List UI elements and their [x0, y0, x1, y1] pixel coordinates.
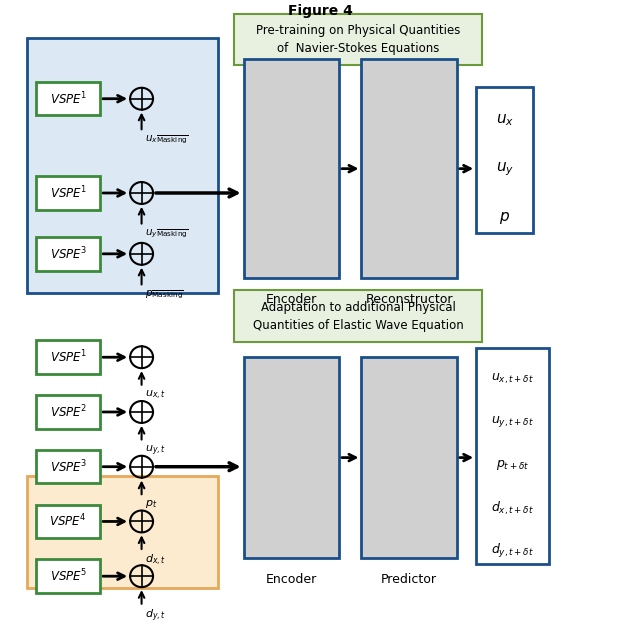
FancyBboxPatch shape	[476, 348, 549, 564]
FancyBboxPatch shape	[36, 450, 100, 483]
Text: Predictor: Predictor	[381, 573, 437, 586]
Text: $VSPE^{3}$: $VSPE^{3}$	[50, 245, 87, 262]
FancyBboxPatch shape	[36, 560, 100, 593]
Text: $d_{y,t}$: $d_{y,t}$	[145, 608, 166, 624]
FancyBboxPatch shape	[27, 476, 218, 588]
FancyBboxPatch shape	[36, 341, 100, 374]
FancyBboxPatch shape	[36, 177, 100, 210]
Text: Pre-training on Physical Quantities
of  Navier-Stokes Equations: Pre-training on Physical Quantities of N…	[256, 24, 460, 55]
Text: Adaptation to additional Physical
Quantities of Elastic Wave Equation: Adaptation to additional Physical Quanti…	[253, 300, 463, 332]
Text: Reconstructor: Reconstructor	[365, 294, 453, 306]
Text: $VSPE^{2}$: $VSPE^{2}$	[50, 404, 87, 420]
FancyBboxPatch shape	[244, 357, 339, 558]
Text: $p$$_{\overline{\text{Masking}}}$: $p$$_{\overline{\text{Masking}}}$	[145, 289, 184, 300]
FancyBboxPatch shape	[476, 86, 534, 232]
Text: $p_t$: $p_t$	[145, 498, 157, 510]
Text: $u_x$$_{\overline{\text{Masking}}}$: $u_x$$_{\overline{\text{Masking}}}$	[145, 133, 188, 145]
Text: $d_{x,t+\delta t}$: $d_{x,t+\delta t}$	[492, 499, 534, 516]
FancyBboxPatch shape	[234, 14, 483, 65]
Text: $p$: $p$	[499, 210, 510, 226]
Text: $VSPE^{1}$: $VSPE^{1}$	[50, 349, 87, 366]
FancyBboxPatch shape	[36, 505, 100, 538]
Text: $VSPE^{5}$: $VSPE^{5}$	[50, 568, 87, 585]
FancyBboxPatch shape	[362, 357, 457, 558]
Text: $u_y$: $u_y$	[496, 160, 514, 178]
Text: $VSPE^{1}$: $VSPE^{1}$	[50, 185, 87, 202]
Text: $u_{x,t+\delta t}$: $u_{x,t+\delta t}$	[492, 371, 534, 386]
FancyBboxPatch shape	[234, 290, 483, 342]
Text: $u_{y,t+\delta t}$: $u_{y,t+\delta t}$	[492, 414, 534, 429]
FancyBboxPatch shape	[36, 82, 100, 115]
Text: $p_{t+\delta t}$: $p_{t+\delta t}$	[496, 458, 529, 472]
Text: $d_{y,t+\delta t}$: $d_{y,t+\delta t}$	[492, 542, 534, 560]
Text: Encoder: Encoder	[266, 573, 317, 586]
FancyBboxPatch shape	[36, 395, 100, 429]
Text: $u_{y,t}$: $u_{y,t}$	[145, 444, 166, 458]
Text: $VSPE^{3}$: $VSPE^{3}$	[50, 458, 87, 475]
Text: Encoder: Encoder	[266, 294, 317, 306]
Text: Figure 4: Figure 4	[287, 4, 353, 18]
Text: $VSPE^{1}$: $VSPE^{1}$	[50, 90, 87, 107]
Text: $u_y$$_{\overline{\text{Masking}}}$: $u_y$$_{\overline{\text{Masking}}}$	[145, 228, 188, 240]
FancyBboxPatch shape	[244, 59, 339, 278]
Text: $u_x$: $u_x$	[496, 113, 514, 128]
Text: $VSPE^{4}$: $VSPE^{4}$	[49, 513, 87, 530]
FancyBboxPatch shape	[36, 237, 100, 270]
FancyBboxPatch shape	[27, 38, 218, 294]
FancyBboxPatch shape	[362, 59, 457, 278]
Text: $d_{x,t}$: $d_{x,t}$	[145, 553, 166, 568]
Text: $u_{x,t}$: $u_{x,t}$	[145, 389, 166, 402]
